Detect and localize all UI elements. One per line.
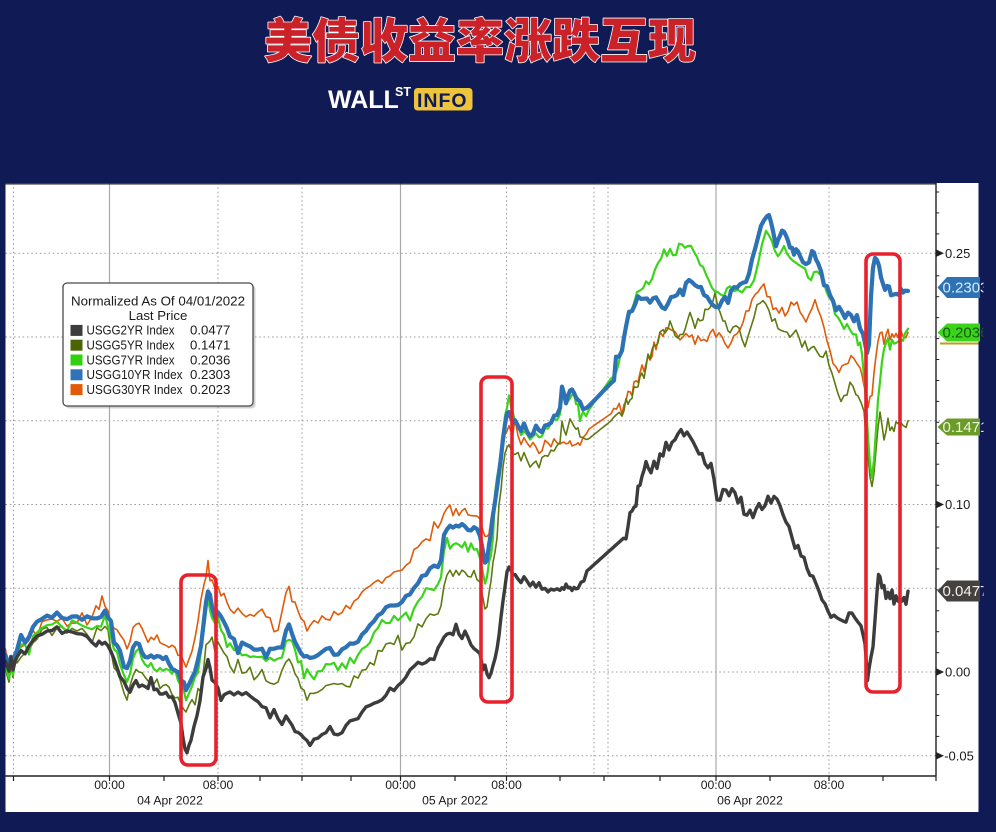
svg-text:ST: ST [395, 85, 411, 99]
svg-text:06 Apr 2022: 06 Apr 2022 [717, 794, 783, 808]
svg-text:0.2036: 0.2036 [943, 325, 989, 342]
svg-text:00:00: 00:00 [94, 778, 125, 792]
svg-text:Last Price: Last Price [129, 308, 188, 323]
svg-text:04 Apr 2022: 04 Apr 2022 [137, 794, 203, 808]
svg-text:0.0477: 0.0477 [943, 583, 989, 600]
svg-text:0.2023: 0.2023 [190, 382, 230, 397]
svg-text:USGG5YR Index: USGG5YR Index [87, 338, 175, 353]
svg-text:0.0477: 0.0477 [190, 323, 230, 338]
svg-text:0.1471: 0.1471 [943, 419, 989, 436]
svg-text:0.25: 0.25 [945, 246, 970, 261]
svg-text:00:00: 00:00 [385, 778, 416, 792]
svg-text:0.2303: 0.2303 [943, 280, 989, 297]
svg-text:00:00: 00:00 [701, 778, 732, 792]
svg-text:INFO: INFO [417, 90, 468, 112]
svg-text:05 Apr 2022: 05 Apr 2022 [422, 794, 488, 808]
svg-text:USGG2YR Index: USGG2YR Index [87, 323, 175, 338]
svg-text:USGG30YR Index: USGG30YR Index [87, 382, 183, 397]
svg-text:Normalized As Of 04/01/2022: Normalized As Of 04/01/2022 [71, 294, 245, 309]
svg-text:USGG10YR Index: USGG10YR Index [87, 367, 183, 382]
svg-text:0.00: 0.00 [945, 665, 970, 680]
svg-text:08:00: 08:00 [814, 778, 845, 792]
svg-text:08:00: 08:00 [203, 778, 234, 792]
svg-text:0.10: 0.10 [945, 497, 970, 512]
svg-text:0.2036: 0.2036 [190, 352, 230, 367]
svg-text:-0.05: -0.05 [944, 748, 974, 763]
svg-text:08:00: 08:00 [491, 778, 522, 792]
svg-text:WALL: WALL [328, 86, 399, 114]
svg-text:0.1471: 0.1471 [190, 338, 230, 353]
svg-text:USGG7YR Index: USGG7YR Index [87, 352, 175, 367]
svg-text:0.2303: 0.2303 [190, 367, 230, 382]
